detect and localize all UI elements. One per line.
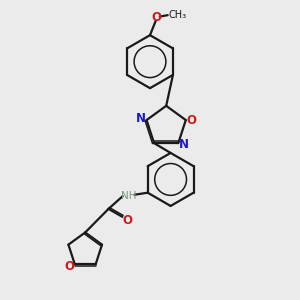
Text: O: O [186, 114, 196, 127]
Text: CH₃: CH₃ [169, 10, 187, 20]
Text: O: O [151, 11, 161, 24]
Text: NH: NH [121, 190, 136, 201]
Text: O: O [64, 260, 74, 273]
Text: N: N [136, 112, 146, 125]
Text: N: N [178, 138, 189, 151]
Text: O: O [122, 214, 132, 227]
